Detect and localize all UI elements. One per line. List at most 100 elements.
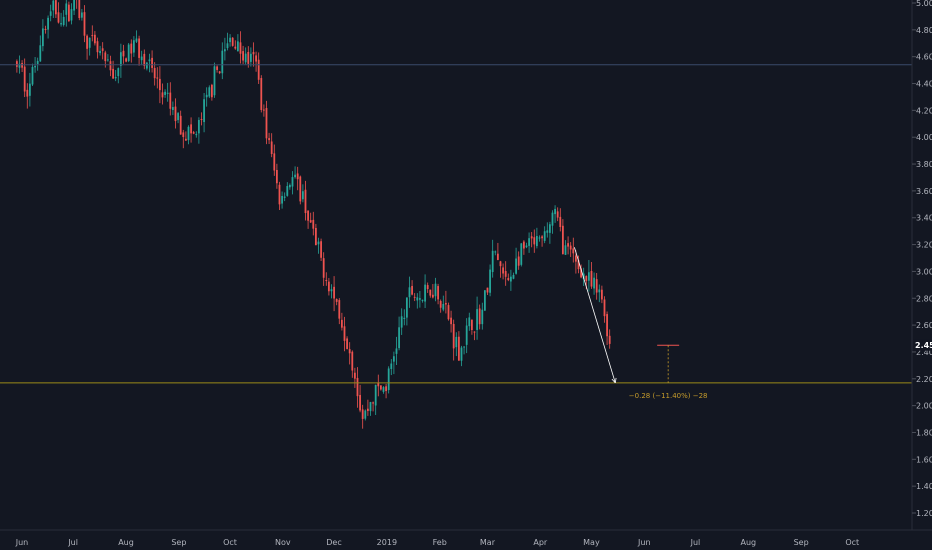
candle-body <box>572 248 575 254</box>
candle <box>190 117 192 143</box>
candle <box>127 42 130 63</box>
candle <box>184 131 187 141</box>
candle-body <box>52 0 55 11</box>
candle <box>504 261 507 286</box>
candle <box>132 36 135 57</box>
trend-line[interactable] <box>574 247 616 383</box>
candle-body <box>99 50 101 54</box>
candle-body <box>460 347 463 361</box>
candle <box>369 401 372 416</box>
candle-body <box>60 23 62 25</box>
candle <box>236 34 239 52</box>
candle-body <box>117 68 120 77</box>
candle-body <box>543 231 546 241</box>
candle <box>140 50 143 66</box>
candle-body <box>361 409 364 419</box>
candle <box>392 351 395 375</box>
candle-body <box>294 174 296 178</box>
candle <box>44 25 47 34</box>
candle-body <box>525 245 528 248</box>
last-price-marker: 2.45 <box>913 339 932 351</box>
candle-body <box>598 289 601 293</box>
candle-body <box>200 119 203 121</box>
candle-body <box>473 331 476 333</box>
candle <box>231 37 234 47</box>
candle-body <box>44 28 47 30</box>
candle <box>221 42 224 80</box>
candle <box>31 63 34 87</box>
candle <box>567 236 569 255</box>
candle-body <box>546 230 549 233</box>
x-tick-label: Aug <box>740 538 756 547</box>
candle-body <box>226 43 229 49</box>
candle-body <box>468 317 471 327</box>
candle <box>559 208 562 232</box>
candle-body <box>452 323 455 349</box>
candle <box>535 227 538 249</box>
candle <box>359 384 361 413</box>
candle-body <box>65 3 68 15</box>
candle <box>528 232 530 253</box>
candle <box>57 2 60 24</box>
candle-body <box>403 317 406 319</box>
candle-body <box>268 138 270 141</box>
candle-body <box>93 34 96 44</box>
candle <box>348 342 351 365</box>
candle <box>340 312 343 331</box>
candle <box>530 232 533 248</box>
candle <box>229 34 231 47</box>
candle <box>242 45 244 64</box>
candle <box>418 291 421 308</box>
candle <box>164 89 166 98</box>
candle-body <box>70 9 73 21</box>
candle-body <box>351 351 354 371</box>
candle <box>265 100 268 145</box>
candle <box>327 278 330 296</box>
candle-body <box>418 298 421 300</box>
candle-body <box>299 176 302 202</box>
x-tick-label: Sep <box>171 538 186 547</box>
candle-body <box>112 68 114 79</box>
x-tick-label: Jun <box>15 538 29 547</box>
candle-body <box>78 0 81 19</box>
candle <box>275 163 278 189</box>
candle <box>421 299 424 303</box>
candle-body <box>41 28 44 47</box>
candle <box>478 304 481 330</box>
candle-body <box>119 52 122 66</box>
candle-body <box>561 225 564 255</box>
candle <box>587 260 590 292</box>
candle-body <box>522 241 525 249</box>
x-tick-label: Feb <box>433 538 447 547</box>
candle <box>192 130 195 135</box>
candle <box>166 82 169 102</box>
candle <box>145 61 148 71</box>
candle <box>52 0 55 18</box>
candle <box>39 35 42 62</box>
candle-body <box>216 66 218 70</box>
candle <box>109 55 112 77</box>
candle <box>15 59 18 73</box>
candle <box>574 250 577 274</box>
candle-body <box>262 109 265 111</box>
candle-body <box>369 402 372 412</box>
candle <box>408 276 411 308</box>
candle-body <box>203 99 205 123</box>
candle-body <box>387 368 390 391</box>
last-price-background <box>913 339 932 351</box>
overlays-layer: −0.28 (−11.40%) −28 <box>0 64 912 400</box>
candle <box>117 67 120 84</box>
price-axis[interactable]: 1.20 1.40 1.60 1.80 2.00 2.20 2.40 2.60 2.80 3.00… <box>912 0 932 518</box>
candle-body <box>343 326 346 341</box>
candle-body <box>489 269 491 293</box>
candle <box>210 83 213 101</box>
candle-body <box>533 237 536 245</box>
x-tick-label: 2019 <box>377 538 397 547</box>
candle-body <box>520 243 523 265</box>
candle-body <box>47 17 49 30</box>
candle <box>257 52 260 84</box>
time-axis[interactable]: Jun Jul Aug Sep Oct Nov Dec 2019 Feb Mar Apr May Jun… <box>15 538 859 547</box>
candle <box>379 385 382 391</box>
